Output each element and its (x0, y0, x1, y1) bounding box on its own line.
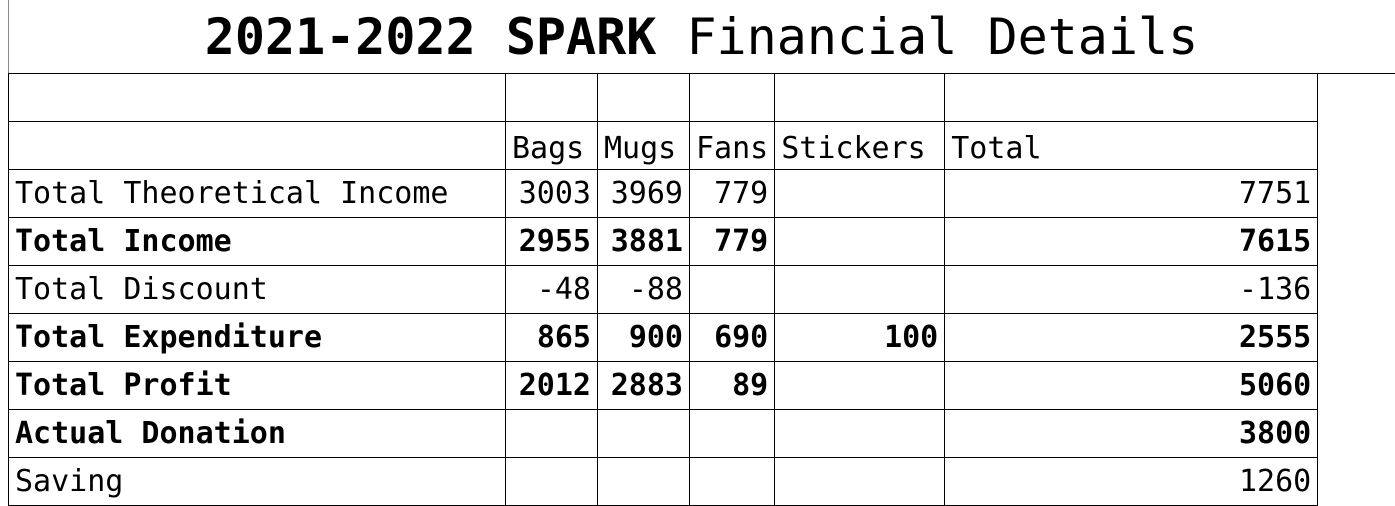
blank-row (8, 73, 1319, 122)
header-cell-total[interactable]: Total (944, 121, 1319, 170)
row-label[interactable]: Actual Donation (8, 409, 506, 458)
header-cell-mugs[interactable]: Mugs (597, 121, 690, 170)
cell-stickers[interactable] (774, 217, 946, 266)
cell[interactable] (774, 73, 946, 122)
cell-bags[interactable]: 865 (505, 313, 598, 362)
row-total-income: Total Income 2955 3881 779 7615 (8, 217, 1319, 266)
row-label[interactable]: Total Income (8, 217, 506, 266)
cell-mugs[interactable]: 3881 (597, 217, 690, 266)
cell-total[interactable]: 2555 (944, 313, 1319, 362)
row-actual-donation: Actual Donation 3800 (8, 409, 1319, 458)
cell-mugs[interactable]: 2883 (597, 361, 690, 410)
cell[interactable] (597, 73, 690, 122)
row-total-expenditure: Total Expenditure 865 900 690 100 2555 (8, 313, 1319, 362)
cell-total[interactable]: 5060 (944, 361, 1319, 410)
cell-fans[interactable] (688, 409, 776, 458)
cell-fans[interactable]: 779 (688, 169, 776, 218)
cell-total[interactable]: 7751 (944, 169, 1319, 218)
title-bold-part: 2021-2022 SPARK (204, 7, 657, 66)
row-label[interactable]: Total Theoretical Income (8, 169, 506, 218)
cell-mugs[interactable] (597, 457, 690, 506)
cell-stickers[interactable] (774, 265, 946, 314)
cell[interactable] (944, 73, 1319, 122)
cell-total[interactable]: -136 (944, 265, 1319, 314)
row-saving: Saving 1260 (8, 457, 1319, 506)
cell-bags[interactable]: 3003 (505, 169, 598, 218)
cell-stickers[interactable] (774, 409, 946, 458)
cell-bags[interactable] (505, 457, 598, 506)
cell-stickers[interactable] (774, 457, 946, 506)
header-cell-fans[interactable]: Fans (688, 121, 776, 170)
header-cell-stickers[interactable]: Stickers (774, 121, 946, 170)
cell-stickers[interactable] (774, 361, 946, 410)
cell-mugs[interactable] (597, 409, 690, 458)
sheet-title[interactable]: 2021-2022 SPARK Financial Details (8, 0, 1395, 74)
cell[interactable] (505, 73, 598, 122)
cell[interactable] (688, 73, 776, 122)
cell-fans[interactable] (688, 457, 776, 506)
cell-mugs[interactable]: -88 (597, 265, 690, 314)
cell-bags[interactable]: 2012 (505, 361, 598, 410)
header-cell-bags[interactable]: Bags (505, 121, 598, 170)
cell-total[interactable]: 1260 (944, 457, 1319, 506)
cell-bags[interactable]: 2955 (505, 217, 598, 266)
cell-total[interactable]: 3800 (944, 409, 1319, 458)
cell-fans[interactable] (688, 265, 776, 314)
row-label[interactable]: Total Profit (8, 361, 506, 410)
row-label[interactable]: Total Expenditure (8, 313, 506, 362)
cell-mugs[interactable]: 900 (597, 313, 690, 362)
title-normal-part: Financial Details (656, 7, 1199, 66)
row-label[interactable]: Saving (8, 457, 506, 506)
cell-stickers[interactable] (774, 169, 946, 218)
cell-mugs[interactable]: 3969 (597, 169, 690, 218)
cell-fans[interactable]: 779 (688, 217, 776, 266)
row-total-discount: Total Discount -48 -88 -136 (8, 265, 1319, 314)
header-cell-label[interactable] (8, 121, 506, 170)
cell-total[interactable]: 7615 (944, 217, 1319, 266)
cell-fans[interactable]: 89 (688, 361, 776, 410)
cell-stickers[interactable]: 100 (774, 313, 946, 362)
cell-bags[interactable] (505, 409, 598, 458)
cell[interactable] (8, 73, 506, 122)
cell-bags[interactable]: -48 (505, 265, 598, 314)
row-total-profit: Total Profit 2012 2883 89 5060 (8, 361, 1319, 410)
header-row: Bags Mugs Fans Stickers Total (8, 121, 1319, 170)
row-total-theoretical-income: Total Theoretical Income 3003 3969 779 7… (8, 169, 1319, 218)
row-label[interactable]: Total Discount (8, 265, 506, 314)
cell-fans[interactable]: 690 (688, 313, 776, 362)
financial-table: Bags Mugs Fans Stickers Total Total Theo… (8, 73, 1319, 506)
